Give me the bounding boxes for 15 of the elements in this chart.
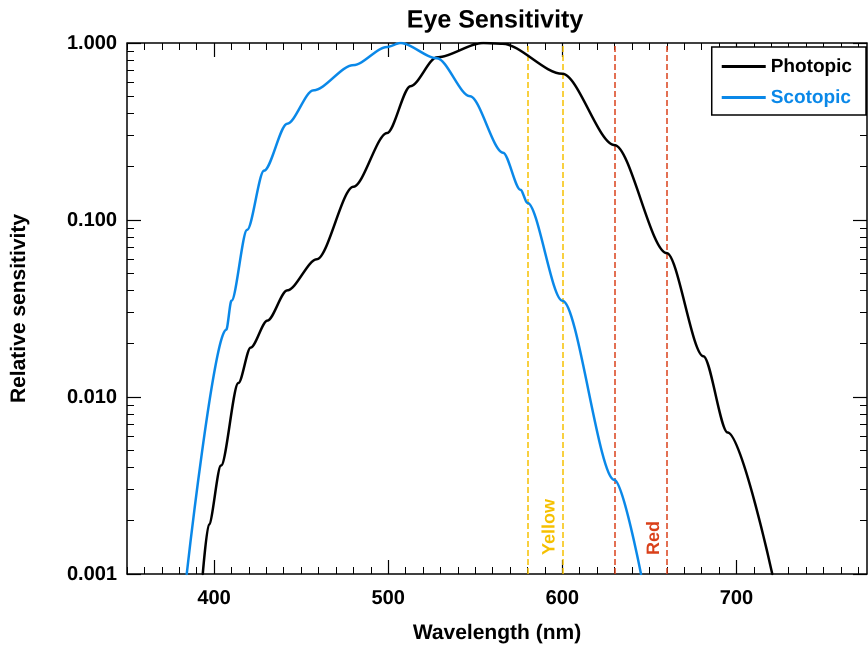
y-tick-label: 0.010 [66, 386, 117, 408]
x-tick-label: 600 [546, 587, 579, 609]
ref-line-label: Red [642, 520, 663, 555]
y-tick-label: 1.000 [66, 32, 117, 54]
y-axis-title: Relative sensitivity [7, 214, 30, 404]
chart-title: Eye Sensitivity [406, 6, 584, 34]
x-tick-label: 400 [197, 587, 231, 609]
x-tick-label: 700 [720, 587, 754, 609]
legend-label: Scotopic [770, 87, 852, 108]
x-axis-title: Wavelength (nm) [412, 621, 582, 644]
x-tick-label: 500 [371, 587, 405, 609]
legend-label: Photopic [770, 56, 852, 77]
y-tick-label: 0.100 [66, 209, 117, 231]
y-tick-label: 0.001 [66, 563, 117, 585]
ref-line-label: Yellow [538, 498, 558, 555]
